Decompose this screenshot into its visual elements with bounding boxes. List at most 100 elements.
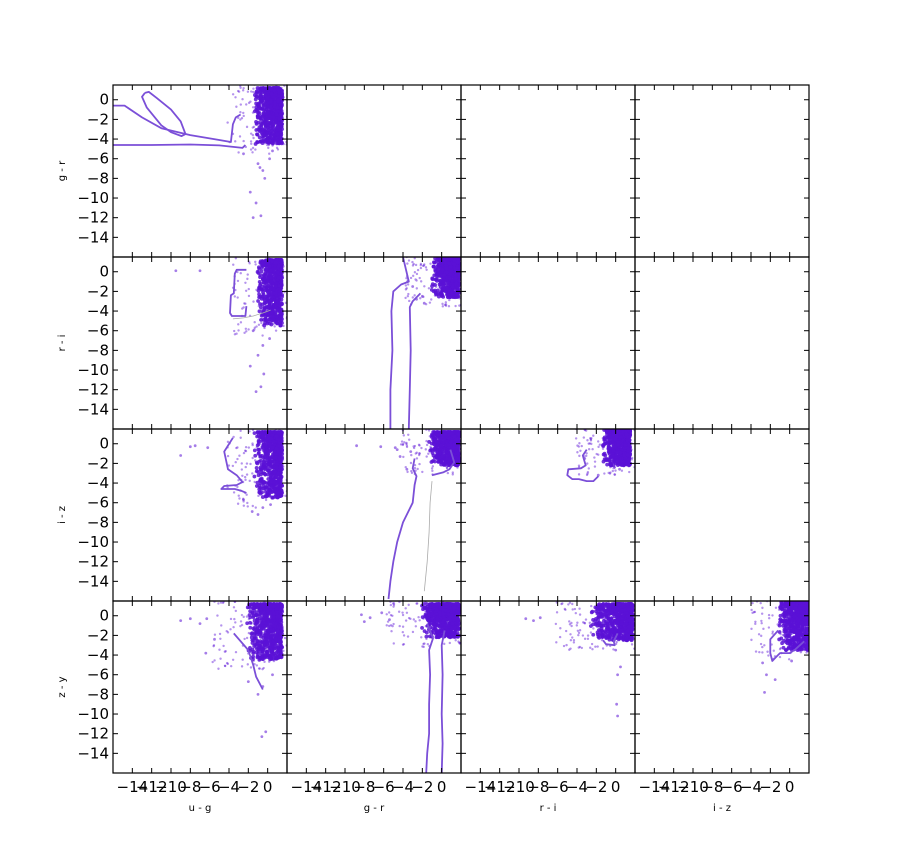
scatter-point [231, 464, 235, 468]
panel-r1-c3 [634, 256, 810, 430]
scatter-point [406, 262, 409, 265]
scatter-point [290, 273, 292, 275]
outlier-point [256, 353, 260, 357]
scatter-point [263, 128, 266, 132]
scatter-point [455, 455, 458, 459]
scatter-point [264, 447, 269, 452]
scatter-point [281, 283, 284, 287]
scatter-point [257, 309, 262, 314]
scatter-point [237, 478, 240, 482]
scatter-point [257, 285, 262, 290]
scatter-point [232, 435, 235, 439]
scatter-point [446, 280, 450, 285]
scatter-point [439, 265, 443, 269]
outlier-point [261, 344, 265, 347]
panel-frame [460, 256, 636, 430]
scatter-point [427, 287, 431, 290]
panel-r2-c2 [460, 428, 636, 602]
scatter-point [251, 111, 255, 114]
scatter-point [410, 469, 413, 473]
scatter-point [437, 430, 442, 435]
scatter-point [265, 109, 270, 114]
scatter-point [271, 317, 276, 322]
scatter-point [247, 287, 250, 291]
scatter-point [268, 122, 272, 125]
scatter-point [265, 493, 270, 498]
scatter-point [445, 439, 449, 444]
scatter-point [264, 106, 268, 109]
scatter-point [447, 438, 450, 442]
scatter-point [265, 102, 268, 106]
scatter-point [444, 303, 448, 306]
scatter-point [453, 279, 456, 283]
scatter-point [239, 271, 242, 275]
density-contour [407, 292, 422, 429]
scatter-point [272, 306, 275, 309]
scatter-point [399, 443, 403, 446]
outlier-point [242, 152, 245, 156]
scatter-point [244, 478, 247, 482]
scatter-point [445, 454, 448, 457]
scatter-point [269, 322, 274, 327]
outlier-point [248, 190, 252, 194]
scatter-point [255, 140, 259, 144]
scatter-point [269, 106, 273, 110]
scatter-point [258, 482, 261, 486]
scatter-point [454, 294, 459, 299]
scatter-point [258, 465, 263, 470]
scatter-point [258, 491, 263, 496]
scatter-point [252, 448, 257, 453]
panel-frame [112, 84, 288, 258]
scatter-point [279, 297, 284, 302]
scatter-point [273, 298, 276, 301]
scatter-point [437, 276, 440, 279]
scatter-point [404, 284, 408, 287]
scatter-point [249, 100, 252, 103]
scatter-point [276, 453, 279, 456]
scatter-point [254, 459, 257, 462]
scatter-point [266, 139, 270, 144]
scatter-point [448, 440, 453, 444]
scatter-point [413, 257, 416, 260]
scatter-point [273, 452, 278, 457]
scatter-point [278, 482, 283, 486]
scatter-point [268, 99, 273, 104]
scatter-point [281, 432, 284, 436]
scatter-point [289, 475, 291, 477]
scatter-point [287, 122, 289, 124]
scatter-point [264, 301, 268, 304]
scatter-point [257, 323, 261, 326]
scatter-point [272, 322, 275, 326]
scatter-point [269, 473, 274, 478]
scatter-point [261, 290, 265, 295]
scatter-point [266, 300, 269, 303]
scatter-point [270, 120, 273, 123]
scatter-point [423, 263, 426, 266]
scatter-point [263, 326, 266, 330]
scatter-core [574, 429, 635, 477]
scatter-point [249, 462, 252, 466]
scatter-point [435, 454, 440, 458]
scatter-point [248, 479, 251, 483]
density-contour [113, 104, 242, 143]
scatter-point [254, 91, 257, 94]
scatter-point [448, 295, 453, 300]
outlier-point [393, 446, 397, 450]
scatter-point [263, 117, 268, 122]
scatter-point [421, 264, 425, 268]
scatter-point [248, 430, 251, 433]
outlier-point [254, 201, 258, 205]
scatter-point [235, 332, 238, 335]
outlier-point [268, 157, 271, 161]
scatter-point [410, 453, 413, 457]
scatter-point [276, 300, 281, 305]
scatter-point [402, 455, 405, 459]
scatter-point [274, 329, 278, 332]
scatter-point [272, 274, 275, 277]
scatter-point [267, 130, 270, 133]
scatter-point [233, 333, 237, 336]
scatter-point [278, 315, 283, 319]
scatter-point [268, 268, 273, 273]
scatter-point [258, 90, 262, 94]
scatter-point [246, 501, 249, 505]
